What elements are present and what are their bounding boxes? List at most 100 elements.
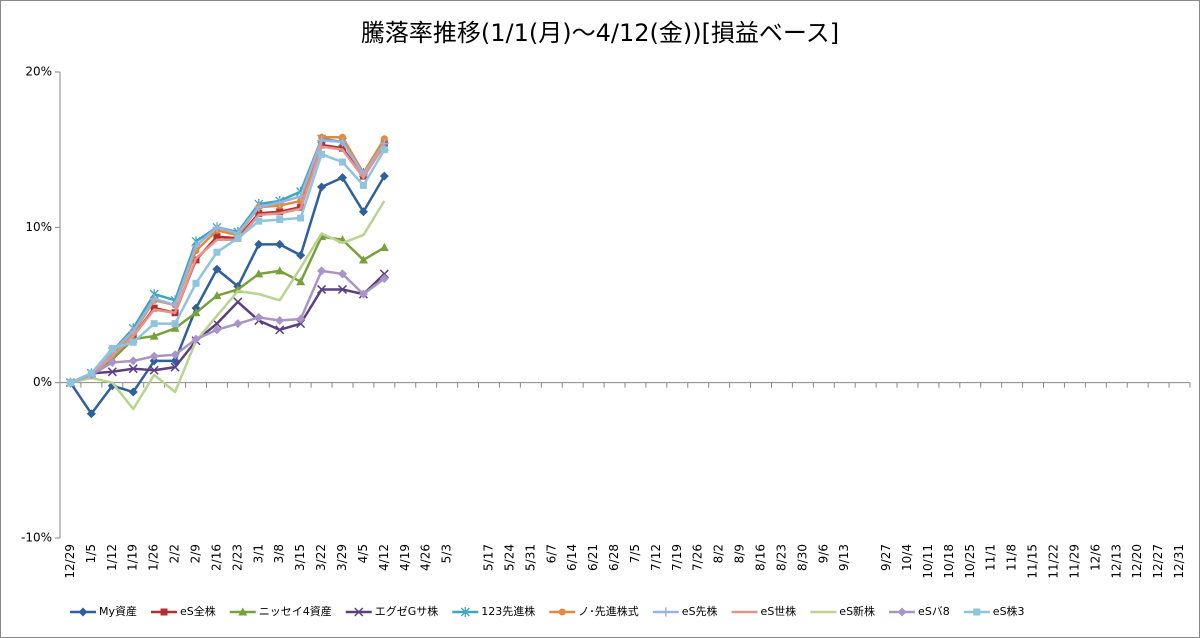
marker bbox=[255, 209, 263, 217]
series bbox=[70, 200, 386, 411]
x-tick-label: 10/18 bbox=[942, 544, 956, 579]
marker bbox=[339, 133, 346, 141]
marker bbox=[317, 182, 327, 192]
x-tick-label: 7/12 bbox=[649, 544, 663, 571]
marker bbox=[358, 255, 368, 264]
marker bbox=[128, 364, 138, 374]
marker bbox=[149, 331, 159, 340]
marker bbox=[318, 150, 326, 158]
x-tick-label: 11/1 bbox=[984, 544, 998, 571]
x-tick-label: 12/27 bbox=[1151, 544, 1165, 579]
legend-label: エグゼGサ株 bbox=[375, 604, 439, 618]
legend-label: eS株3 bbox=[993, 604, 1025, 618]
marker bbox=[296, 314, 306, 324]
marker bbox=[318, 141, 326, 149]
marker bbox=[149, 365, 159, 375]
marker bbox=[254, 202, 264, 212]
x-tick-label: 8/23 bbox=[774, 544, 788, 571]
x-tick-label: 9/6 bbox=[816, 544, 830, 563]
marker bbox=[317, 266, 327, 276]
x-tick-label: 9/27 bbox=[879, 544, 893, 571]
legend-label: ノ･先進株式 bbox=[578, 604, 639, 618]
x-tick-label: 3/8 bbox=[272, 544, 286, 563]
legend-label: eS先株 bbox=[682, 604, 718, 618]
marker bbox=[379, 269, 389, 279]
x-tick-label: 11/29 bbox=[1067, 544, 1081, 579]
marker bbox=[149, 356, 159, 366]
marker bbox=[276, 208, 284, 216]
marker bbox=[107, 357, 117, 367]
marker bbox=[128, 356, 138, 366]
x-tick-label: 10/25 bbox=[963, 544, 977, 579]
line bbox=[69, 149, 386, 384]
marker bbox=[171, 320, 179, 328]
x-tick-label: 3/1 bbox=[251, 544, 265, 563]
series bbox=[66, 146, 388, 387]
y-tick-label: -10% bbox=[21, 531, 52, 545]
x-tick-label: 2/9 bbox=[189, 544, 203, 563]
marker bbox=[359, 181, 367, 189]
marker bbox=[296, 277, 306, 286]
y-tick-label: 20% bbox=[25, 65, 52, 79]
x-tick-label: 11/8 bbox=[1005, 544, 1019, 571]
marker bbox=[358, 289, 368, 299]
line bbox=[70, 139, 386, 384]
marker bbox=[234, 234, 242, 242]
x-tick-label: 8/9 bbox=[733, 544, 747, 563]
marker bbox=[379, 274, 389, 284]
x-tick-label: 1/5 bbox=[84, 544, 98, 563]
marker bbox=[212, 222, 222, 232]
x-tick-label: 4/12 bbox=[377, 544, 391, 571]
marker bbox=[191, 334, 201, 344]
x-tick-label: 9/13 bbox=[837, 544, 851, 571]
marker bbox=[86, 409, 96, 419]
marker bbox=[129, 338, 137, 346]
marker bbox=[233, 297, 243, 307]
x-tick-label: 5/3 bbox=[440, 544, 454, 563]
chart-title: 騰落率推移(1/1(月)～4/12(金))[損益ベース] bbox=[361, 19, 839, 47]
y-tick-label: 0% bbox=[33, 375, 52, 389]
marker bbox=[238, 607, 248, 616]
x-tick-label: 1/19 bbox=[126, 544, 140, 571]
x-tick-label: 11/22 bbox=[1046, 544, 1060, 579]
marker bbox=[149, 351, 159, 361]
x-tick-label: 5/24 bbox=[502, 544, 516, 571]
marker bbox=[460, 607, 470, 617]
marker bbox=[338, 137, 347, 147]
marker bbox=[380, 146, 388, 154]
x-tick-label: 4/26 bbox=[419, 544, 433, 571]
marker bbox=[254, 312, 264, 322]
x-tick-label: 3/15 bbox=[293, 544, 307, 571]
marker bbox=[275, 266, 285, 275]
legend-label: 123先進株 bbox=[481, 604, 535, 618]
x-tick-label: 2/23 bbox=[230, 544, 244, 571]
marker bbox=[379, 171, 389, 181]
marker bbox=[276, 216, 284, 224]
y-tick-label: 10% bbox=[25, 220, 52, 234]
x-tick-label: 3/29 bbox=[335, 544, 349, 571]
x-tick-label: 7/26 bbox=[691, 544, 705, 571]
marker bbox=[296, 319, 306, 329]
legend-label: eS全株 bbox=[180, 604, 216, 618]
line bbox=[69, 175, 386, 415]
marker bbox=[275, 239, 285, 249]
x-tick-label: 6/21 bbox=[586, 544, 600, 571]
marker bbox=[192, 279, 200, 287]
marker bbox=[254, 269, 264, 278]
marker bbox=[297, 214, 305, 222]
marker bbox=[897, 607, 907, 617]
marker bbox=[558, 608, 566, 616]
x-tick-label: 3/22 bbox=[314, 544, 328, 571]
x-tick-label: 7/19 bbox=[670, 544, 684, 571]
legend-label: eS新株 bbox=[839, 604, 875, 618]
x-tick-label: 4/19 bbox=[398, 544, 412, 571]
marker bbox=[213, 233, 221, 241]
marker bbox=[191, 241, 201, 251]
series bbox=[65, 269, 389, 388]
marker bbox=[128, 387, 138, 397]
marker bbox=[296, 250, 306, 260]
x-tick-label: 7/5 bbox=[628, 544, 642, 563]
marker bbox=[87, 369, 95, 377]
